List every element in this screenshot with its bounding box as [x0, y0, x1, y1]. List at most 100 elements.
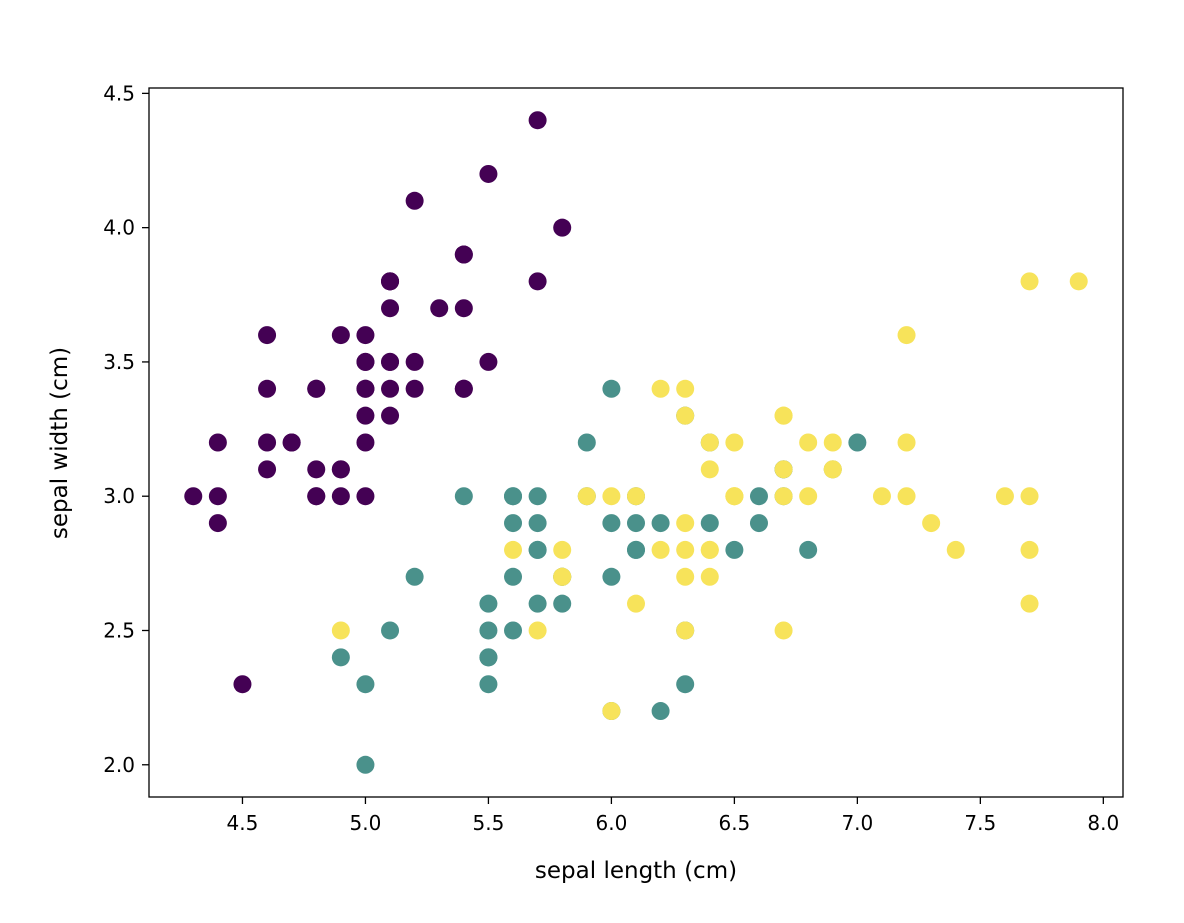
data-point-class-2	[823, 433, 842, 452]
data-point-class-0	[307, 487, 326, 506]
data-point-class-0	[381, 379, 400, 398]
data-point-class-2	[1020, 540, 1039, 559]
data-point-class-1	[553, 594, 572, 613]
data-point-class-1	[848, 433, 867, 452]
data-point-class-2	[676, 621, 695, 640]
data-point-class-2	[676, 540, 695, 559]
y-tick-label: 2.5	[103, 618, 135, 642]
x-tick-label: 8.0	[1087, 811, 1119, 835]
data-point-class-0	[381, 352, 400, 371]
data-point-class-2	[897, 433, 916, 452]
data-point-class-0	[307, 460, 326, 479]
data-point-class-1	[479, 621, 498, 640]
x-tick-label: 6.5	[718, 811, 750, 835]
data-point-class-1	[602, 514, 621, 533]
data-point-class-1	[479, 594, 498, 613]
data-point-class-0	[282, 433, 301, 452]
data-point-class-1	[356, 755, 375, 774]
data-point-class-0	[331, 460, 350, 479]
data-point-class-1	[528, 514, 547, 533]
data-point-class-1	[749, 487, 768, 506]
y-tick-label: 4.0	[103, 216, 135, 240]
data-point-class-0	[356, 487, 375, 506]
data-point-class-0	[208, 487, 227, 506]
data-point-class-2	[872, 487, 891, 506]
y-tick-label: 3.5	[103, 350, 135, 374]
data-point-class-0	[331, 487, 350, 506]
data-point-class-1	[528, 594, 547, 613]
data-point-class-1	[356, 675, 375, 694]
data-point-class-2	[799, 487, 818, 506]
data-point-class-2	[700, 567, 719, 586]
data-point-class-2	[700, 460, 719, 479]
x-tick-label: 5.5	[473, 811, 505, 835]
data-point-class-1	[504, 567, 523, 586]
data-point-class-0	[356, 379, 375, 398]
data-point-class-2	[553, 540, 572, 559]
data-point-class-0	[454, 379, 473, 398]
data-point-class-1	[676, 675, 695, 694]
data-point-class-0	[258, 460, 277, 479]
data-point-class-1	[627, 514, 645, 533]
data-point-class-2	[774, 460, 793, 479]
data-point-class-0	[184, 487, 203, 506]
data-point-class-0	[356, 352, 375, 371]
data-point-class-1	[651, 702, 670, 721]
data-point-class-2	[700, 540, 719, 559]
data-point-class-1	[479, 675, 498, 694]
data-point-class-2	[676, 567, 695, 586]
data-point-class-0	[528, 111, 547, 130]
axes-frame	[148, 87, 1124, 798]
data-point-class-0	[307, 379, 326, 398]
data-point-class-2	[676, 514, 695, 533]
data-point-class-0	[381, 272, 400, 291]
data-point-class-0	[405, 191, 424, 210]
data-point-class-0	[356, 406, 375, 425]
data-point-class-1	[577, 433, 596, 452]
points-layer	[184, 111, 1088, 774]
data-point-class-2	[725, 487, 744, 506]
y-axis-label: sepal width (cm)	[47, 347, 73, 539]
data-point-class-2	[774, 487, 793, 506]
data-point-class-0	[405, 352, 424, 371]
data-point-class-0	[258, 379, 277, 398]
data-point-class-0	[208, 433, 227, 452]
data-point-class-2	[1020, 487, 1039, 506]
plot-area	[149, 88, 1123, 797]
data-point-class-1	[504, 621, 523, 640]
data-point-class-2	[897, 487, 916, 506]
x-tick-label: 6.0	[595, 811, 627, 835]
data-point-class-0	[258, 326, 277, 345]
x-axis: 4.5 5.0 5.5 6.0 6.5 7.0 7.5 8.0	[227, 797, 1119, 835]
data-point-class-0	[208, 514, 227, 533]
data-point-class-2	[651, 540, 670, 559]
y-tick-label: 3.0	[103, 484, 135, 508]
data-point-class-0	[331, 326, 350, 345]
data-point-class-0	[454, 245, 473, 264]
data-point-class-1	[528, 540, 547, 559]
data-point-class-2	[627, 594, 645, 613]
data-point-class-0	[381, 299, 400, 318]
data-point-class-2	[700, 433, 719, 452]
data-point-class-1	[381, 621, 400, 640]
data-point-class-2	[331, 621, 350, 640]
data-point-class-2	[651, 379, 670, 398]
data-point-class-2	[774, 406, 793, 425]
data-point-class-1	[602, 379, 621, 398]
y-tick-label: 4.5	[103, 81, 135, 105]
data-point-class-2	[725, 433, 744, 452]
data-point-class-2	[577, 487, 596, 506]
data-point-class-0	[258, 433, 277, 452]
data-point-class-0	[356, 326, 375, 345]
data-point-class-0	[356, 433, 375, 452]
data-point-class-1	[651, 514, 670, 533]
data-point-class-1	[799, 540, 818, 559]
data-point-class-2	[922, 514, 941, 533]
data-point-class-2	[602, 487, 621, 506]
data-point-class-0	[430, 299, 449, 318]
data-point-class-2	[627, 487, 645, 506]
data-point-class-1	[528, 487, 547, 506]
data-point-class-1	[405, 567, 424, 586]
data-point-class-2	[1020, 272, 1039, 291]
x-tick-label: 7.0	[841, 811, 873, 835]
